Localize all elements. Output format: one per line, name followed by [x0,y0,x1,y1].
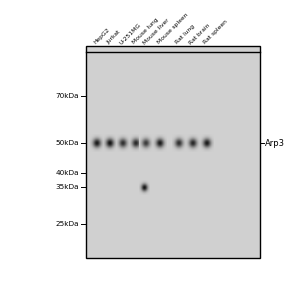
Text: 25kDa: 25kDa [56,221,79,227]
Text: Mouse lung: Mouse lung [132,17,160,45]
Text: Mouse spleen: Mouse spleen [156,12,189,45]
Text: Rat brain: Rat brain [189,22,211,45]
Text: HepG2: HepG2 [93,27,111,45]
Text: 50kDa: 50kDa [56,140,79,146]
Text: Rat lung: Rat lung [175,24,196,45]
Text: 70kDa: 70kDa [56,93,79,99]
Text: Mouse liver: Mouse liver [142,17,170,45]
Text: Arp3: Arp3 [266,139,285,148]
Bar [86,46,260,258]
Text: Jurkat: Jurkat [106,29,122,45]
Text: 40kDa: 40kDa [56,170,79,176]
Text: 35kDa: 35kDa [56,184,79,190]
Text: Rat spleen: Rat spleen [202,19,229,45]
Text: U-251MG: U-251MG [119,22,142,45]
